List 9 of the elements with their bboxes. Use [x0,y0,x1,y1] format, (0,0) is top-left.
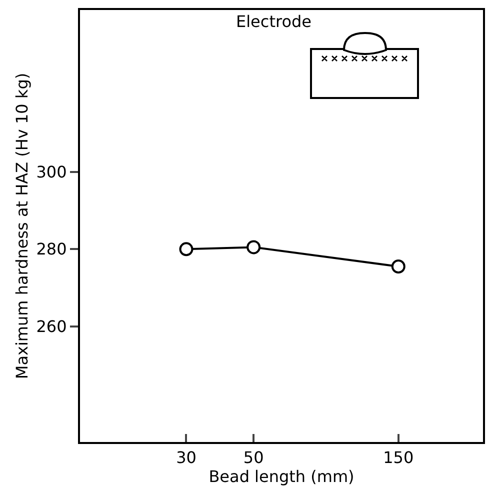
x-tick-label: 50 [243,448,264,468]
y-axis-title: Maximum hardness at HAZ (Hv 10 kg) [12,72,32,380]
x-axis-title: Bead length (mm) [208,467,354,486]
y-tick-label: 300 [36,162,67,182]
annotation: Electrode [236,12,312,31]
x-tick-label: 30 [176,448,196,468]
x-tick-label: 150 [383,448,414,468]
y-tick-label: 260 [36,316,67,336]
y-tick-label: 280 [36,240,67,259]
